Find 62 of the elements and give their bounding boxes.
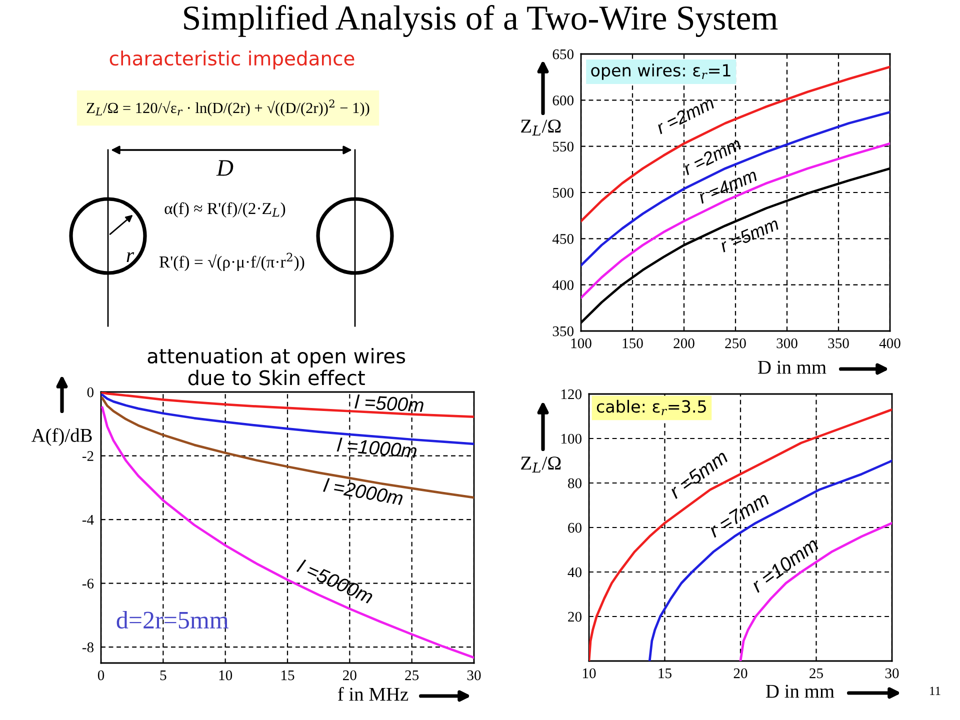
y-tick-label: 400: [552, 280, 574, 290]
text: characteristic impedance: [110, 50, 354, 70]
x-tick-label: 15: [658, 668, 672, 678]
y-tick-label: 100: [561, 434, 582, 444]
x-tick-label: 5: [160, 670, 166, 680]
x-tick-label: 25: [405, 670, 419, 680]
x-tick-label: 30: [885, 668, 899, 678]
x-tick-label: 300: [776, 338, 798, 348]
y-axis-title: Z$_{L}$/Ω: [521, 120, 561, 136]
y-tick-label: 350: [552, 326, 574, 336]
x-tick-label: 400: [879, 338, 900, 348]
text: Simplified Analysis of a Two-Wire System: [184, 5, 778, 37]
y-tick-label: 500: [553, 188, 574, 198]
x-tick-label: 25: [810, 668, 823, 678]
x-tick-label: 15: [281, 670, 294, 680]
text: r =5mm: [718, 217, 780, 253]
annotation: open wires: ε$_{r}$=1: [591, 64, 730, 80]
text: r =7mm: [708, 492, 770, 538]
y-tick-label: 600: [552, 96, 574, 106]
y-tick-label: 650: [552, 49, 574, 60]
x-axis-title: f in MHz: [338, 686, 408, 701]
y-tick-label: -8: [82, 642, 94, 652]
x-tick-label: 20: [734, 668, 748, 678]
x-axis-title: D in mm: [766, 684, 834, 698]
series-label: l =1000m: [336, 437, 417, 458]
y-tick-label: 0: [87, 387, 94, 398]
annotation: cable: ε$_{r}$=3.5: [596, 400, 706, 416]
series-label: l =500m: [354, 394, 424, 412]
y-tick-label: 80: [568, 478, 582, 488]
x-tick-label: 0: [98, 670, 104, 680]
line-series: [581, 66, 890, 222]
text: 11: [930, 686, 940, 696]
y-tick-label: 40: [568, 567, 582, 578]
text: D: [216, 160, 234, 176]
text: α(f) ≈ R'(f)/(2·Z$_{L}$): [164, 202, 286, 218]
y-tick-label: 550: [553, 142, 574, 152]
text: Z$_{L}$/Ω = 120/√ε$_{r}$ · ln(D/(2r) + √((D/(2r))$^{2}$ − 1)): [86, 100, 370, 116]
chart-title: attenuation at open wires due to Skin effect: [148, 348, 406, 386]
line-series: [581, 142, 890, 299]
x-tick-label: 30: [467, 670, 481, 680]
y-tick-label: 20: [568, 612, 582, 622]
y-tick-label: 120: [561, 389, 582, 400]
x-axis-title: D in mm: [758, 360, 826, 374]
text: l =2000m: [322, 478, 404, 506]
text: R'(f) = √(ρ·μ·f/(π·r$^{2}$)): [159, 252, 304, 272]
x-tick-label: 20: [343, 670, 356, 680]
y-axis-title: Z$_{L}$/Ω: [521, 456, 561, 473]
text: r: [126, 252, 134, 262]
annotation: d=2r=5mm: [116, 611, 228, 629]
x-tick-label: 150: [622, 338, 643, 348]
y-tick-label: -6: [82, 578, 94, 588]
y-tick-label: 450: [552, 234, 574, 244]
x-tick-label: 250: [725, 338, 746, 348]
y-axis-title: A(f)/dB: [31, 428, 92, 446]
y-tick-label: -2: [82, 451, 94, 461]
x-tick-label: 350: [828, 338, 849, 348]
x-tick-label: 200: [674, 338, 694, 348]
x-tick-label: 10: [582, 668, 596, 678]
y-tick-label: -4: [82, 514, 94, 525]
x-tick-label: 10: [219, 670, 232, 680]
text: r =2mm: [655, 96, 716, 134]
y-tick-label: 60: [568, 522, 582, 533]
